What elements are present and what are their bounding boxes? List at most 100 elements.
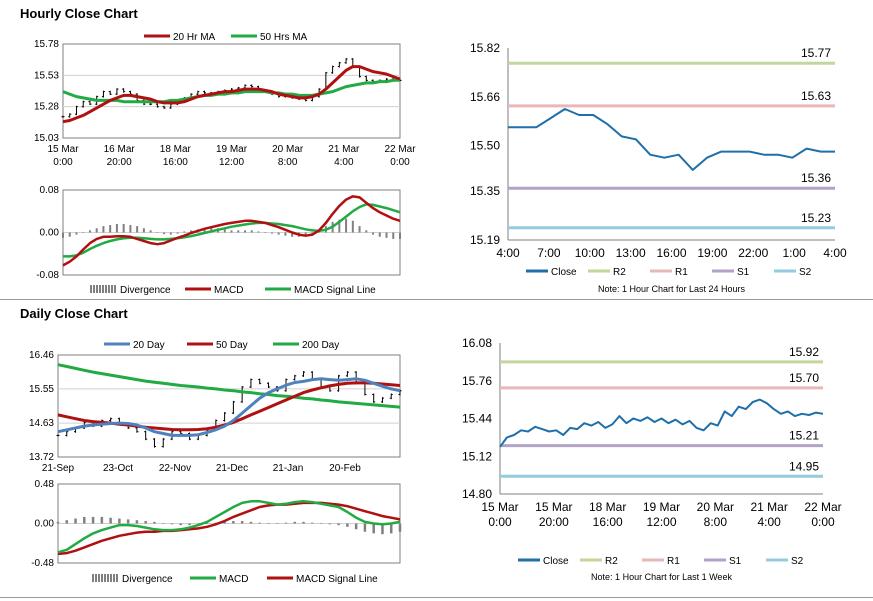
section-divider <box>0 299 873 300</box>
hourly-macd-divergence-bar <box>365 230 368 233</box>
daily-signal-legend-label: MACD Signal Line <box>296 574 378 585</box>
bottom-divider <box>0 597 873 598</box>
hourly-pivot-y-tick: 15.50 <box>470 139 500 153</box>
hourly-pivot-y-tick: 15.35 <box>470 184 500 198</box>
hourly-macd-divergence-bar <box>277 232 280 235</box>
hourly-macd-divergence-bar <box>169 232 172 235</box>
daily-macd-divergence-bar <box>363 523 367 532</box>
hourly-macd-legend-label: MACD <box>214 285 243 296</box>
daily-macd-divergence-bar <box>179 523 183 526</box>
weekly-pivot-x-tick: 16:00 <box>593 515 623 529</box>
hourly-price-y-tick: 15.03 <box>34 133 59 144</box>
hourly-divergence-legend-swatch <box>96 285 98 293</box>
daily-divergence-legend-swatch <box>95 574 97 582</box>
daily-macd-divergence-bar <box>258 522 261 524</box>
daily-macd-divergence-bar <box>267 523 270 524</box>
weekly-pivot-x-tick: 15 Mar <box>481 500 518 514</box>
hourly-pivot-level-label: 15.77 <box>801 46 831 60</box>
hourly-macd-divergence-bar <box>75 232 78 235</box>
hourly-macd-divergence-bar <box>176 232 179 234</box>
weekly-pivot-x-tick: 22 Mar <box>804 500 841 514</box>
hourly-macd-divergence-bar <box>237 230 240 233</box>
weekly-pivot-y-tick: 14.80 <box>462 487 492 501</box>
hourly-price-x-tick: 18 Mar <box>160 144 192 155</box>
hourly-macd-divergence-bar <box>82 232 85 233</box>
hourly-pivot-close-line <box>508 108 835 171</box>
daily-macd-divergence-bar <box>240 521 244 524</box>
daily-close-chart-title: Daily Close Chart <box>20 306 128 321</box>
daily-macd-divergence-bar <box>398 523 402 532</box>
daily-ma20-line <box>57 377 401 437</box>
hourly-price-x-tick: 20:00 <box>107 157 132 168</box>
daily-divergence-legend-swatch <box>113 574 115 582</box>
daily-price-y-tick: 15.55 <box>29 384 54 395</box>
hourly-divergence-legend-swatch <box>114 285 116 293</box>
hourly-pivot-x-tick: 16:00 <box>656 246 686 260</box>
daily-macd-divergence-bar <box>188 523 191 526</box>
daily-macd-divergence-bar <box>275 523 279 524</box>
daily-macd-divergence-bar <box>372 523 375 534</box>
daily-price-y-tick: 14.63 <box>29 418 54 429</box>
hourly-macd-divergence-bar <box>156 232 159 233</box>
weekly-pivot-x-tick: 4:00 <box>757 515 781 529</box>
daily-macd-divergence-bar <box>161 523 165 524</box>
daily-macd-divergence-bar <box>293 521 297 524</box>
hourly-close-chart-title: Hourly Close Chart <box>20 6 138 21</box>
hourly-pivot-x-tick: 4:00 <box>496 246 520 260</box>
weekly-pivot-close-legend-label: Close <box>543 556 569 567</box>
hourly-pivot-level-label: 15.23 <box>801 211 831 225</box>
hourly-macd-divergence-bar <box>378 232 381 237</box>
hourly-macd-divergence-bar <box>183 231 186 233</box>
weekly-pivot-y-tick: 16.08 <box>462 336 492 350</box>
hourly-price-x-tick: 21 Mar <box>328 144 360 155</box>
daily-macd-divergence-bar <box>328 523 332 525</box>
hourly-price-x-tick: 20 Mar <box>272 144 304 155</box>
daily-macd-divergence-bar <box>311 522 314 524</box>
hourly-price-x-tick: 16 Mar <box>104 144 136 155</box>
hourly-pivot-s2-legend-label: S2 <box>799 267 812 278</box>
hourly-macd-divergence-bar <box>345 218 348 233</box>
hourly-macd-divergence-bar <box>385 232 388 238</box>
hourly-pivot-level-label: 15.63 <box>801 89 831 103</box>
hourly-macd-divergence-bar <box>102 226 105 233</box>
daily-macd-divergence-bar <box>109 517 112 524</box>
hourly-macd-divergence-bar <box>230 230 233 233</box>
weekly-pivot-y-tick: 15.76 <box>462 374 492 388</box>
hourly-pivot-x-tick: 22:00 <box>738 246 768 260</box>
weekly-pivot-level-label: 15.21 <box>789 429 819 443</box>
hourly-pivot-x-tick: 4:00 <box>823 246 847 260</box>
daily-macd-divergence-bar <box>354 523 358 530</box>
daily-price-x-tick: 22-Nov <box>159 463 191 474</box>
hourly-macd-y-tick: 0.00 <box>40 228 60 239</box>
weekly-pivot-x-tick: 8:00 <box>704 515 728 529</box>
daily-macd-divergence-bar <box>118 518 121 524</box>
hourly-pivot-y-tick: 15.19 <box>470 233 500 247</box>
hourly-pivot-level-label: 15.36 <box>801 171 831 185</box>
daily-divergence-legend-swatch <box>104 574 106 582</box>
daily-ma20-legend-label: 20 Day <box>133 340 165 351</box>
hourly-macd-divergence-bar <box>338 219 341 233</box>
daily-divergence-legend-swatch <box>98 574 100 582</box>
hourly-macd-divergence-bar <box>122 224 125 233</box>
weekly-pivot-level-label: 14.95 <box>789 459 819 473</box>
daily-macd-divergence-bar <box>83 516 86 524</box>
hourly-macd-divergence-bar <box>304 232 307 236</box>
weekly-pivot-y-tick: 15.44 <box>462 412 492 426</box>
hourly-pivot-s1-legend-label: S1 <box>737 267 750 278</box>
daily-macd-line <box>57 500 401 554</box>
daily-macd-divergence-bar <box>65 520 69 524</box>
hourly-divergence-legend-swatch <box>93 285 95 293</box>
daily-divergence-legend-swatch <box>101 574 103 582</box>
daily-macd-divergence-bar <box>144 521 147 524</box>
hourly-macd-divergence-bar <box>88 230 91 233</box>
weekly-pivot-r1-legend-label: R1 <box>667 556 680 567</box>
daily-macd-divergence-bar <box>126 519 130 524</box>
hourly-macd-divergence-bar <box>284 232 287 236</box>
hourly-ma20-legend-label: 20 Hr MA <box>173 32 216 43</box>
daily-price-x-tick: 21-Dec <box>216 463 248 474</box>
weekly-pivot-s1-legend-label: S1 <box>729 556 742 567</box>
daily-price-y-tick: 13.72 <box>29 452 54 463</box>
hourly-price-y-tick: 15.28 <box>34 102 59 113</box>
weekly-pivot-x-tick: 12:00 <box>646 515 676 529</box>
